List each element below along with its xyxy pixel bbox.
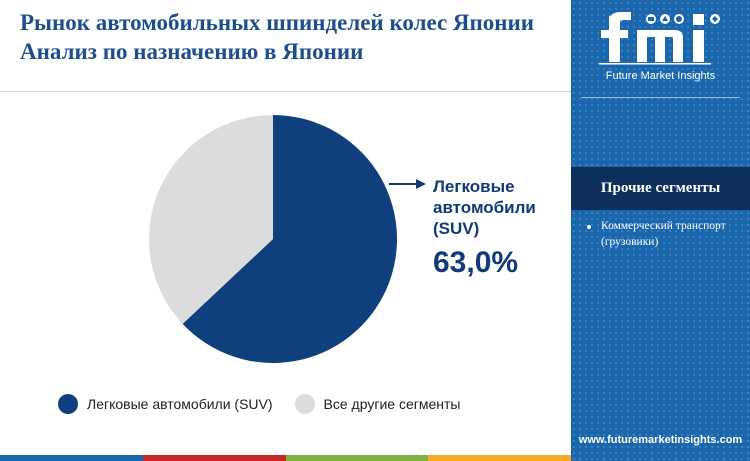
- legend-label-other: Все другие сегменты: [323, 396, 461, 412]
- other-segments-title: Прочие сегменты: [600, 180, 721, 196]
- callout-label-line-2: автомобили: [433, 198, 536, 217]
- pie-slice-suv: [182, 115, 398, 363]
- sidebar: Future Market Insights Прочие сегменты К…: [571, 0, 750, 461]
- fmi-logo: Future Market Insights: [593, 8, 728, 88]
- legend-swatch-other: [294, 394, 315, 414]
- legend-item-suv: Легковые автомобили (SUV): [58, 394, 273, 414]
- legend-label-suv: Легковые автомобили (SUV): [87, 396, 273, 412]
- sidebar-dot-pattern: [571, 0, 750, 461]
- suv-callout: Легковые автомобили (SUV) 63,0%: [433, 176, 568, 281]
- website-url: www.futuremarketinsights.com: [578, 434, 743, 446]
- sidebar-divider: [581, 97, 740, 98]
- chart-title-line-2: Анализ по назначению в Японии: [20, 39, 364, 64]
- bullet-icon: [587, 225, 591, 229]
- bottom-bar-segment: [285, 455, 429, 461]
- chart-title-line-1: Рынок автомобильных шпинделей колес Япон…: [20, 10, 535, 35]
- fmi-logo-mark: [599, 12, 720, 65]
- bottom-bar-segment: [142, 455, 286, 461]
- bottom-bar-segment: [428, 455, 571, 461]
- bottom-color-bar: [0, 455, 571, 461]
- callout-label-line-1: Легковые: [433, 177, 515, 196]
- pie-chart: [149, 115, 426, 363]
- other-segments-item-label: Коммерческий транспорт (грузовики): [601, 220, 726, 248]
- other-segments-header: Прочие сегменты: [571, 167, 750, 210]
- pie-slice-other: [149, 115, 273, 324]
- legend-item-other: Все другие сегменты: [294, 394, 461, 414]
- callout-arrow-head: [416, 179, 426, 189]
- legend-swatch-suv: [58, 394, 78, 414]
- callout-value: 63,0%: [433, 246, 519, 279]
- other-segments-item: Коммерческий транспорт (грузовики): [583, 218, 743, 250]
- other-segments-list: Коммерческий транспорт (грузовики): [583, 218, 743, 250]
- callout-label-line-3: (SUV): [433, 219, 480, 238]
- fmi-logo-text: Future Market Insights: [605, 70, 716, 82]
- bottom-bar-segment: [0, 455, 143, 461]
- title-divider: [0, 91, 571, 92]
- chart-title: Рынок автомобильных шпинделей колес Япон…: [20, 8, 560, 66]
- chart-legend: Легковые автомобили (SUV) Все другие сег…: [58, 394, 482, 414]
